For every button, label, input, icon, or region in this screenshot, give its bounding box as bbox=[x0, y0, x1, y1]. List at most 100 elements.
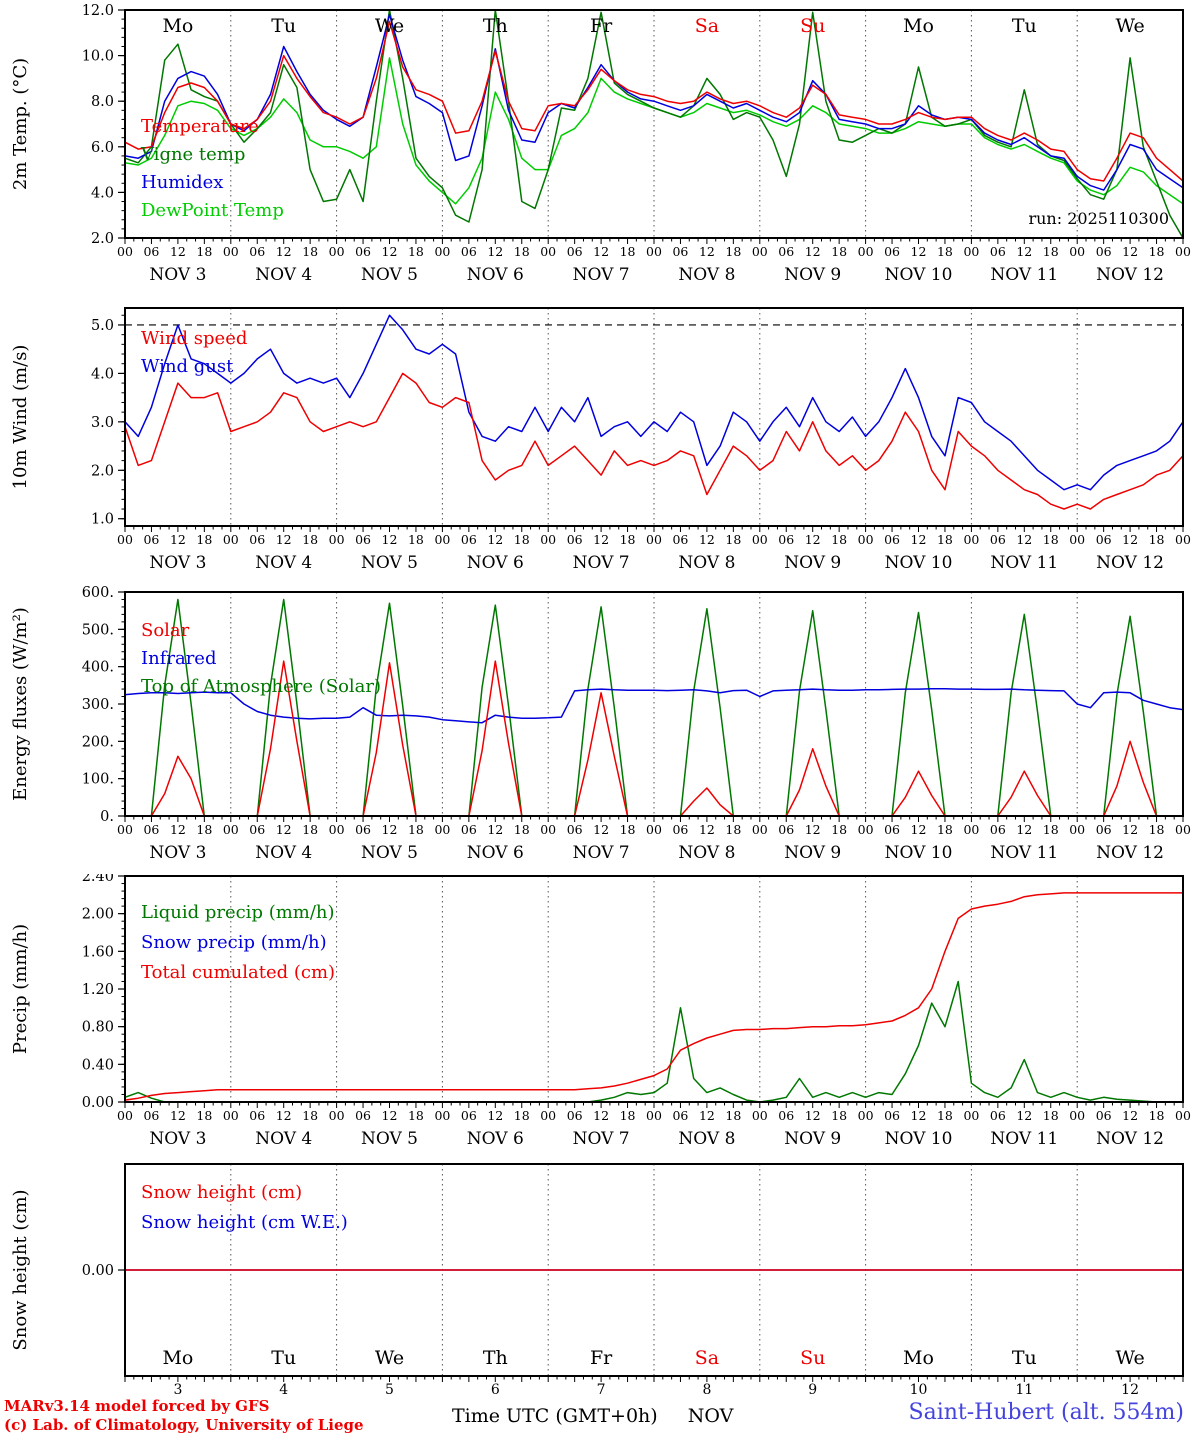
legend-infrared: Infrared bbox=[141, 648, 216, 669]
hour-tick-label: 00 bbox=[963, 532, 979, 547]
hour-tick-label: 00 bbox=[223, 532, 239, 547]
hour-tick-label: 06 bbox=[249, 822, 265, 837]
day-date-label: NOV 5 bbox=[361, 1129, 418, 1149]
hour-tick-label: 00 bbox=[540, 1108, 556, 1123]
hour-tick-label: 18 bbox=[1043, 244, 1059, 259]
hour-tick-label: 06 bbox=[672, 244, 688, 259]
hour-tick-label: 12 bbox=[1122, 1108, 1138, 1123]
day-date-label: NOV 4 bbox=[255, 843, 312, 863]
y-tick-label: 0.80 bbox=[82, 1020, 114, 1036]
y-tick-label: 200. bbox=[82, 734, 114, 750]
hour-tick-label: 06 bbox=[884, 532, 900, 547]
day-date-label: NOV 3 bbox=[149, 265, 206, 285]
day-number-label: 5 bbox=[385, 1382, 394, 1397]
legend-wind-gust: Wind gust bbox=[141, 356, 234, 377]
hour-tick-label: 06 bbox=[461, 244, 477, 259]
hour-tick-label: 12 bbox=[1016, 244, 1032, 259]
y-tick-label: 400. bbox=[82, 660, 114, 676]
y-tick-label: 2.40 bbox=[82, 874, 114, 885]
weekday-label: Su bbox=[800, 15, 825, 37]
day-date-label: NOV 6 bbox=[467, 1129, 524, 1149]
hour-tick-label: 06 bbox=[778, 1108, 794, 1123]
y-tick-label: 1.0 bbox=[91, 512, 114, 528]
y-tick-label: 1.20 bbox=[82, 982, 114, 998]
hour-tick-label: 06 bbox=[567, 244, 583, 259]
weekday-label: Tu bbox=[1012, 1347, 1037, 1369]
hour-tick-label: 06 bbox=[990, 822, 1006, 837]
legend-toa-solar: Top of Atmosphere (Solar) bbox=[141, 676, 381, 697]
hour-tick-label: 00 bbox=[858, 532, 874, 547]
hour-tick-label: 06 bbox=[990, 1108, 1006, 1123]
y-tick-label: 2.00 bbox=[82, 907, 114, 923]
hour-tick-label: 18 bbox=[831, 822, 847, 837]
weekday-label: Mo bbox=[903, 15, 934, 37]
hour-tick-label: 18 bbox=[1149, 822, 1165, 837]
day-date-label: NOV 7 bbox=[573, 265, 630, 285]
hour-tick-label: 18 bbox=[725, 244, 741, 259]
day-date-label: NOV 12 bbox=[1096, 265, 1164, 285]
run-label: run: 2025110300 bbox=[1028, 209, 1169, 228]
hour-tick-label: 00 bbox=[117, 1108, 133, 1123]
hour-tick-label: 00 bbox=[329, 822, 345, 837]
y-tick-label: 6.0 bbox=[91, 140, 114, 156]
y-tick-label: 2.0 bbox=[91, 231, 114, 247]
y-tick-label: 500. bbox=[82, 622, 114, 638]
hour-tick-label: 12 bbox=[487, 1108, 503, 1123]
hour-tick-label: 00 bbox=[1175, 532, 1191, 547]
day-date-label: NOV 10 bbox=[885, 265, 953, 285]
series-liquid-precip bbox=[125, 980, 1183, 1102]
hour-tick-label: 00 bbox=[752, 1108, 768, 1123]
day-date-label: NOV 10 bbox=[885, 1129, 953, 1149]
hour-tick-label: 12 bbox=[382, 1108, 398, 1123]
hour-tick-label: 12 bbox=[593, 1108, 609, 1123]
day-date-label: NOV 7 bbox=[573, 1129, 630, 1149]
hour-tick-label: 06 bbox=[1096, 244, 1112, 259]
hour-tick-label: 18 bbox=[1149, 244, 1165, 259]
hour-tick-label: 06 bbox=[143, 822, 159, 837]
day-number-label: 4 bbox=[279, 1382, 288, 1397]
hour-tick-label: 06 bbox=[778, 244, 794, 259]
y-tick-label: 0. bbox=[100, 809, 114, 825]
weekday-label: We bbox=[375, 1347, 404, 1369]
y-tick-label: 600. bbox=[82, 586, 114, 601]
hour-tick-label: 00 bbox=[329, 532, 345, 547]
panel-10m-wind: 00 06 12 18 00 06 12 18 00 06 12 18 00 06 12 18 00 06 12 18… bbox=[10, 307, 1191, 573]
hour-tick-label: 06 bbox=[778, 532, 794, 547]
hour-tick-label: 06 bbox=[461, 1108, 477, 1123]
hour-tick-label: 18 bbox=[514, 822, 530, 837]
y-tick-label: 8.0 bbox=[91, 94, 114, 110]
hour-tick-label: 12 bbox=[170, 532, 186, 547]
day-date-label: NOV 7 bbox=[573, 553, 630, 573]
panel-snow-height: 0.00 Snow height (cm) Snow height (cm) Snow… bbox=[10, 1163, 1184, 1397]
hour-tick-label: 12 bbox=[1122, 822, 1138, 837]
hour-tick-label: 06 bbox=[143, 1108, 159, 1123]
day-date-label: NOV 8 bbox=[678, 1129, 735, 1149]
hour-tick-label: 12 bbox=[382, 244, 398, 259]
legend-vigne-temp: Vigne temp bbox=[140, 144, 245, 165]
day-number-label: 11 bbox=[1015, 1382, 1033, 1397]
hour-tick-label: 18 bbox=[1043, 1108, 1059, 1123]
weekday-label: Mo bbox=[903, 1347, 934, 1369]
hour-tick-label: 00 bbox=[223, 822, 239, 837]
hour-tick-label: 00 bbox=[434, 244, 450, 259]
hour-tick-label: 18 bbox=[514, 244, 530, 259]
hour-tick-label: 06 bbox=[355, 532, 371, 547]
hour-tick-label: 12 bbox=[382, 532, 398, 547]
hour-tick-label: 12 bbox=[1016, 822, 1032, 837]
hour-tick-label: 12 bbox=[911, 532, 927, 547]
day-date-label: NOV 6 bbox=[467, 553, 524, 573]
hour-tick-label: 00 bbox=[646, 1108, 662, 1123]
hour-tick-label: 06 bbox=[143, 244, 159, 259]
hour-tick-label: 00 bbox=[329, 244, 345, 259]
hour-tick-label: 12 bbox=[1122, 532, 1138, 547]
month-label: NOV bbox=[687, 1405, 734, 1427]
legend-snow-height-we: Snow height (cm W.E.) bbox=[141, 1212, 348, 1233]
hour-tick-label: 18 bbox=[937, 1108, 953, 1123]
legend-snow-height: Snow height (cm) bbox=[141, 1182, 302, 1203]
weekday-label: We bbox=[1115, 1347, 1144, 1369]
day-number-label: 7 bbox=[597, 1382, 606, 1397]
day-number-label: 9 bbox=[808, 1382, 817, 1397]
hour-tick-label: 18 bbox=[620, 532, 636, 547]
panel-energy-fluxes: 00 06 12 18 00 06 12 18 00 06 12 18 00 06 12 18 00 06 12 18… bbox=[10, 586, 1191, 863]
legend-snow-precip: Snow precip (mm/h) bbox=[141, 932, 327, 953]
